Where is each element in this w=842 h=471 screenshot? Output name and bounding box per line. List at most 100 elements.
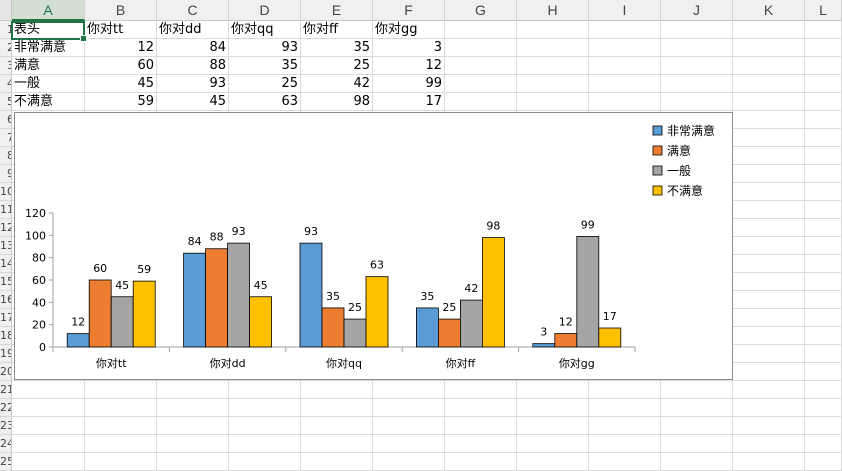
cell-B4[interactable]: 45 (85, 75, 157, 93)
cell-K1[interactable] (733, 21, 805, 39)
cell-L4[interactable] (805, 75, 842, 93)
cell-B5[interactable]: 59 (85, 93, 157, 111)
cell-D3[interactable]: 35 (229, 57, 301, 75)
cell-K18[interactable] (733, 327, 805, 345)
cell-I23[interactable] (589, 417, 661, 435)
cell-K3[interactable] (733, 57, 805, 75)
cell-B22[interactable] (85, 399, 157, 417)
cell-F22[interactable] (373, 399, 445, 417)
cell-G25[interactable] (445, 453, 517, 471)
cell-G23[interactable] (445, 417, 517, 435)
row-header-25[interactable]: 25 (0, 453, 12, 471)
bar-满意-你对gg[interactable] (554, 333, 578, 348)
cell-E22[interactable] (301, 399, 373, 417)
cell-F24[interactable] (373, 435, 445, 453)
row-header-7[interactable]: 7 (0, 129, 12, 147)
cell-A23[interactable] (12, 417, 85, 435)
bar-非常满意-你对qq[interactable] (299, 242, 323, 348)
bar-非常满意-你对tt[interactable] (66, 333, 90, 348)
column-header-I[interactable]: I (589, 0, 661, 21)
cell-K24[interactable] (733, 435, 805, 453)
row-header-4[interactable]: 4 (0, 75, 12, 93)
column-header-E[interactable]: E (301, 0, 373, 21)
cell-H1[interactable] (517, 21, 589, 39)
cell-L15[interactable] (805, 273, 842, 291)
cell-H25[interactable] (517, 453, 589, 471)
cell-I3[interactable] (589, 57, 661, 75)
cell-F2[interactable]: 3 (373, 39, 445, 57)
cell-E4[interactable]: 42 (301, 75, 373, 93)
cell-L5[interactable] (805, 93, 842, 111)
bar-不满意-你对gg[interactable] (598, 327, 622, 348)
cell-K21[interactable] (733, 381, 805, 399)
bar-一般-你对dd[interactable] (227, 242, 251, 348)
cell-D5[interactable]: 63 (229, 93, 301, 111)
cell-J21[interactable] (661, 381, 733, 399)
cell-F23[interactable] (373, 417, 445, 435)
cell-D2[interactable]: 93 (229, 39, 301, 57)
cell-L14[interactable] (805, 255, 842, 273)
cell-J3[interactable] (661, 57, 733, 75)
cell-I5[interactable] (589, 93, 661, 111)
bar-一般-你对ff[interactable] (459, 299, 483, 348)
column-header-C[interactable]: C (157, 0, 229, 21)
cell-L13[interactable] (805, 237, 842, 255)
bar-非常满意-你对ff[interactable] (415, 307, 439, 348)
column-header-K[interactable]: K (733, 0, 805, 21)
cell-L3[interactable] (805, 57, 842, 75)
cell-F5[interactable]: 17 (373, 93, 445, 111)
row-header-9[interactable]: 9 (0, 165, 12, 183)
row-header-17[interactable]: 17 (0, 309, 12, 327)
cell-C25[interactable] (157, 453, 229, 471)
row-header-5[interactable]: 5 (0, 93, 12, 111)
cell-I24[interactable] (589, 435, 661, 453)
cell-A5[interactable]: 不满意 (12, 93, 85, 111)
cell-A1[interactable]: 表头 (12, 21, 85, 39)
row-header-22[interactable]: 22 (0, 399, 12, 417)
bar-一般-你对gg[interactable] (576, 236, 600, 348)
cell-L17[interactable] (805, 309, 842, 327)
cell-L7[interactable] (805, 129, 842, 147)
cell-B23[interactable] (85, 417, 157, 435)
bar-满意-你对dd[interactable] (205, 248, 229, 348)
cell-I4[interactable] (589, 75, 661, 93)
cell-C4[interactable]: 93 (157, 75, 229, 93)
cell-A24[interactable] (12, 435, 85, 453)
cell-H3[interactable] (517, 57, 589, 75)
row-header-1[interactable]: 1 (0, 21, 12, 39)
cell-B1[interactable]: 你对tt (85, 21, 157, 39)
cell-L25[interactable] (805, 453, 842, 471)
cell-K4[interactable] (733, 75, 805, 93)
cell-H5[interactable] (517, 93, 589, 111)
cell-K20[interactable] (733, 363, 805, 381)
cell-E3[interactable]: 25 (301, 57, 373, 75)
row-header-10[interactable]: 10 (0, 183, 12, 201)
bar-一般-你对tt[interactable] (110, 296, 134, 348)
cell-A21[interactable] (12, 381, 85, 399)
cell-K12[interactable] (733, 219, 805, 237)
cell-C1[interactable]: 你对dd (157, 21, 229, 39)
cell-G2[interactable] (445, 39, 517, 57)
cell-J24[interactable] (661, 435, 733, 453)
cell-G3[interactable] (445, 57, 517, 75)
cell-L8[interactable] (805, 147, 842, 165)
cell-L16[interactable] (805, 291, 842, 309)
cell-I21[interactable] (589, 381, 661, 399)
row-header-8[interactable]: 8 (0, 147, 12, 165)
cell-L9[interactable] (805, 165, 842, 183)
row-header-12[interactable]: 12 (0, 219, 12, 237)
row-header-20[interactable]: 20 (0, 363, 12, 381)
row-header-2[interactable]: 2 (0, 39, 12, 57)
cell-H23[interactable] (517, 417, 589, 435)
cell-L10[interactable] (805, 183, 842, 201)
cell-F21[interactable] (373, 381, 445, 399)
cell-L23[interactable] (805, 417, 842, 435)
cell-A4[interactable]: 一般 (12, 75, 85, 93)
cell-D1[interactable]: 你对qq (229, 21, 301, 39)
row-header-11[interactable]: 11 (0, 201, 12, 219)
cell-L20[interactable] (805, 363, 842, 381)
row-header-15[interactable]: 15 (0, 273, 12, 291)
cell-G21[interactable] (445, 381, 517, 399)
cell-D23[interactable] (229, 417, 301, 435)
cell-F25[interactable] (373, 453, 445, 471)
